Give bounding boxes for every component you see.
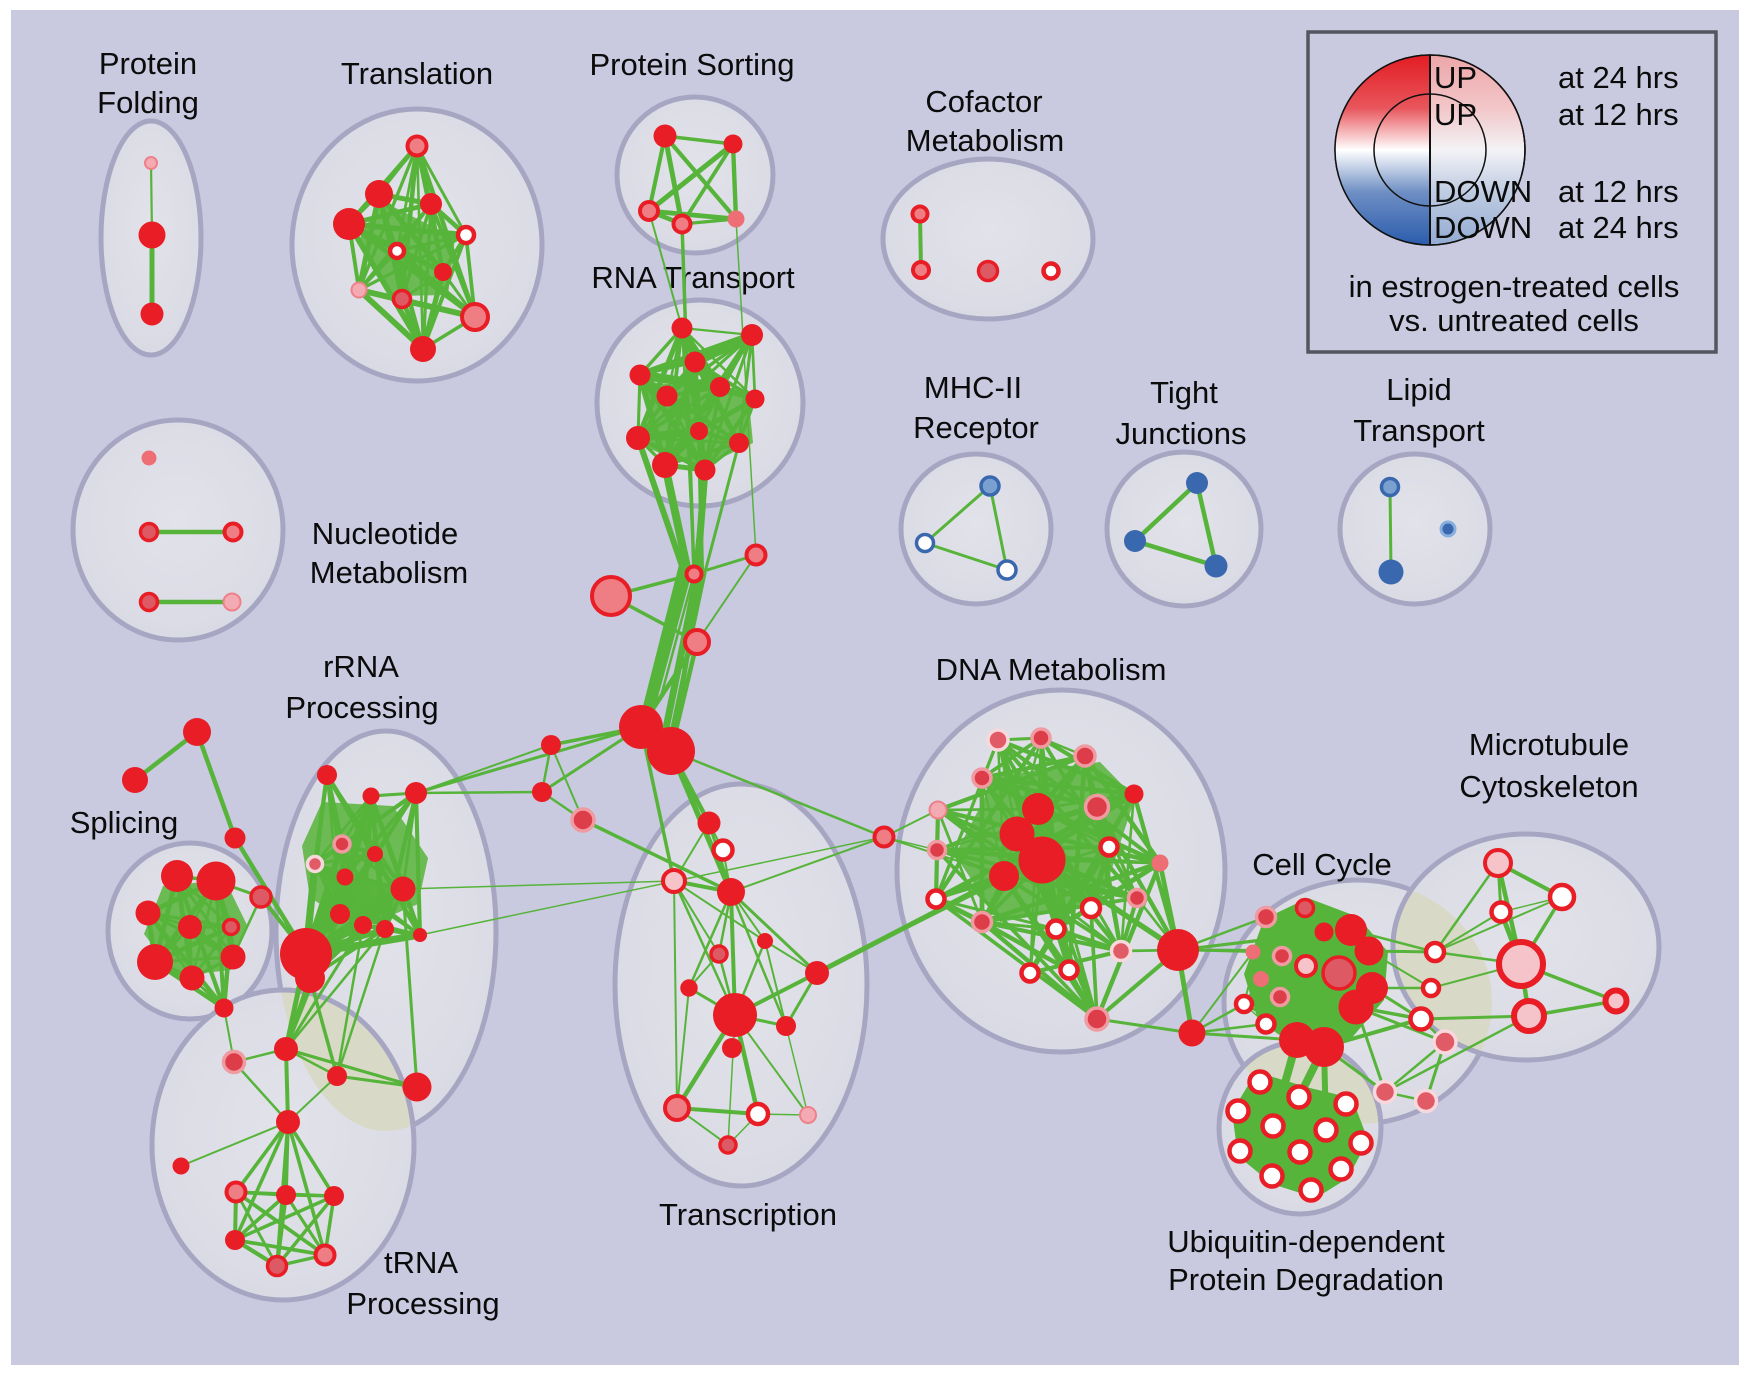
svg-text:DNA Metabolism: DNA Metabolism <box>936 652 1167 687</box>
svg-text:Metabolism: Metabolism <box>906 123 1065 158</box>
svg-text:at 12 hrs: at 12 hrs <box>1558 97 1679 132</box>
svg-text:Receptor: Receptor <box>913 410 1039 445</box>
svg-text:Metabolism: Metabolism <box>310 555 469 590</box>
svg-text:Translation: Translation <box>341 56 493 91</box>
svg-text:Cytoskeleton: Cytoskeleton <box>1459 769 1638 804</box>
svg-text:at 24 hrs: at 24 hrs <box>1558 60 1679 95</box>
svg-text:Transcription: Transcription <box>659 1197 837 1232</box>
svg-text:in estrogen-treated cells: in estrogen-treated cells <box>1349 269 1680 304</box>
svg-text:Cofactor: Cofactor <box>925 84 1042 119</box>
svg-text:Tight: Tight <box>1150 375 1218 410</box>
svg-text:RNA Transport: RNA Transport <box>591 260 795 295</box>
svg-text:Cell Cycle: Cell Cycle <box>1252 847 1392 882</box>
svg-text:UP: UP <box>1434 60 1477 95</box>
svg-text:Splicing: Splicing <box>70 805 179 840</box>
svg-text:tRNA: tRNA <box>384 1245 458 1280</box>
svg-text:Processing: Processing <box>285 690 438 725</box>
svg-text:Protein Sorting: Protein Sorting <box>589 47 794 82</box>
svg-text:Junctions: Junctions <box>1116 416 1247 451</box>
svg-text:Transport: Transport <box>1353 413 1485 448</box>
svg-text:DOWN: DOWN <box>1434 210 1532 245</box>
svg-text:MHC-II: MHC-II <box>924 370 1022 405</box>
svg-text:Processing: Processing <box>346 1286 499 1321</box>
svg-text:DOWN: DOWN <box>1434 174 1532 209</box>
svg-text:vs. untreated cells: vs. untreated cells <box>1389 303 1639 338</box>
svg-text:Protein Degradation: Protein Degradation <box>1168 1262 1444 1297</box>
svg-text:rRNA: rRNA <box>323 649 399 684</box>
svg-text:Lipid: Lipid <box>1386 372 1452 407</box>
svg-text:Microtubule: Microtubule <box>1469 727 1629 762</box>
svg-text:Folding: Folding <box>97 85 199 120</box>
svg-text:UP: UP <box>1434 97 1477 132</box>
svg-text:Ubiquitin-dependent: Ubiquitin-dependent <box>1167 1224 1445 1259</box>
svg-text:at 24 hrs: at 24 hrs <box>1558 210 1679 245</box>
svg-text:at 12 hrs: at 12 hrs <box>1558 174 1679 209</box>
svg-text:Protein: Protein <box>99 46 197 81</box>
svg-text:Nucleotide: Nucleotide <box>312 516 458 551</box>
